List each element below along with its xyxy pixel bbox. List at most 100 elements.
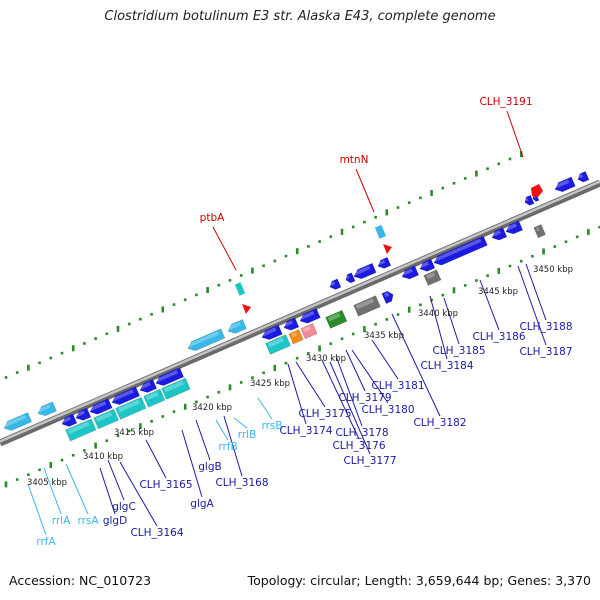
gene-feature[interactable]: [432, 235, 488, 267]
gene-feature[interactable]: [88, 398, 113, 417]
scale-tick-label: 3430 kbp: [306, 354, 346, 364]
track-dot: [49, 356, 53, 360]
gene-feature[interactable]: [143, 388, 166, 408]
gene-feature[interactable]: [325, 309, 348, 329]
gene-label-leader: [525, 263, 547, 321]
gene-feature[interactable]: [36, 401, 57, 418]
gene-features[interactable]: [2, 171, 590, 442]
gene-feature[interactable]: [400, 265, 419, 282]
gene-label: glgB: [198, 461, 221, 473]
gene-label-leader: [27, 483, 47, 536]
gene-feature[interactable]: [298, 308, 321, 325]
gene-label-leader: [65, 463, 89, 515]
gene-feature[interactable]: [265, 334, 291, 355]
gene-feature[interactable]: [288, 329, 304, 345]
track-dot: [385, 318, 389, 321]
red-markers: [234, 184, 543, 314]
gene-feature[interactable]: [533, 224, 546, 239]
gene-label-leader: [479, 279, 500, 331]
gene-feature[interactable]: [65, 418, 97, 442]
red-label-leader: [506, 110, 524, 158]
gene-feature[interactable]: [490, 227, 508, 243]
gene-feature[interactable]: [504, 220, 523, 237]
gene-feature[interactable]: [300, 323, 318, 340]
track-dot: [508, 157, 512, 161]
track-dot: [307, 245, 310, 248]
gene-label: CLH_3180: [361, 404, 414, 416]
scale-tick-label: 3440 kbp: [418, 309, 458, 319]
gene-feature[interactable]: [74, 407, 92, 423]
gene-feature[interactable]: [226, 319, 247, 335]
track-dot: [564, 240, 568, 244]
track-dot: [127, 429, 131, 433]
gene-feature[interactable]: [115, 396, 147, 420]
track-dot: [519, 259, 523, 263]
track-dot: [329, 235, 333, 238]
track-dot: [519, 151, 523, 158]
gene-feature[interactable]: [352, 262, 377, 281]
gene-label-leader: [195, 419, 211, 461]
gene-feature[interactable]: [260, 324, 283, 342]
gene-feature[interactable]: [418, 258, 436, 274]
track-dot: [463, 177, 467, 180]
track-dot: [116, 325, 120, 332]
gene-feature[interactable]: [186, 328, 226, 353]
gene-label-leader: [257, 397, 273, 420]
track-dot: [318, 240, 321, 243]
gene-feature[interactable]: [576, 171, 590, 183]
track-dot: [273, 259, 277, 263]
gene-feature[interactable]: [344, 272, 356, 284]
gene-label: CLH_3181: [371, 380, 424, 392]
gene-feature[interactable]: [423, 269, 442, 286]
gene-feature[interactable]: [553, 176, 576, 194]
track-dot: [419, 303, 422, 307]
gene-feature[interactable]: [523, 194, 535, 206]
gene-label: CLH_3168: [215, 477, 268, 489]
track-dot: [94, 442, 97, 449]
gene-feature[interactable]: [60, 413, 78, 429]
track-dot: [307, 352, 310, 355]
track-dot: [452, 287, 456, 294]
gene-label-leader: [345, 349, 366, 392]
gene-feature[interactable]: [154, 367, 185, 388]
track-dot: [430, 189, 433, 196]
red-gene-label: mtnN: [340, 154, 369, 166]
track-dot: [161, 306, 165, 313]
track-dot: [396, 206, 400, 209]
gene-feature[interactable]: [93, 408, 119, 430]
map-title: Clostridium botulinum E3 str. Alaska E43…: [104, 9, 496, 24]
track-dot: [575, 235, 579, 239]
track-dot: [71, 453, 75, 457]
gene-label: CLH_3177: [343, 455, 396, 467]
track-dot: [71, 345, 75, 352]
track-dot: [251, 376, 254, 379]
gene-feature[interactable]: [282, 317, 300, 333]
track-dot: [217, 283, 221, 287]
track-dot: [183, 403, 187, 410]
gene-feature[interactable]: [138, 379, 157, 395]
track-dot: [139, 317, 142, 321]
gene-feature[interactable]: [110, 386, 141, 407]
gene-label: CLH_3179: [338, 392, 391, 404]
gene-feature[interactable]: [376, 256, 392, 270]
gene-feature[interactable]: [328, 278, 342, 291]
track-dot: [284, 254, 288, 258]
track-dot: [497, 162, 501, 166]
gene-feature[interactable]: [161, 377, 191, 400]
gene-label: rrfB: [218, 441, 237, 453]
gene-label-leader: [443, 297, 460, 345]
track-dot: [206, 287, 209, 294]
track-dot: [295, 356, 299, 360]
gene-label: CLH_3184: [420, 360, 473, 372]
gene-feature[interactable]: [353, 295, 381, 317]
track-dot: [587, 229, 590, 236]
track-dot: [497, 267, 501, 274]
track-dot: [4, 376, 8, 379]
gene-feature[interactable]: [2, 412, 33, 433]
gene-feature[interactable]: [381, 290, 396, 304]
gene-label: CLH_3176: [332, 440, 385, 452]
track-dot: [105, 439, 109, 443]
gene-label: rrsA: [77, 515, 99, 527]
gene-label: CLH_3182: [413, 417, 466, 429]
